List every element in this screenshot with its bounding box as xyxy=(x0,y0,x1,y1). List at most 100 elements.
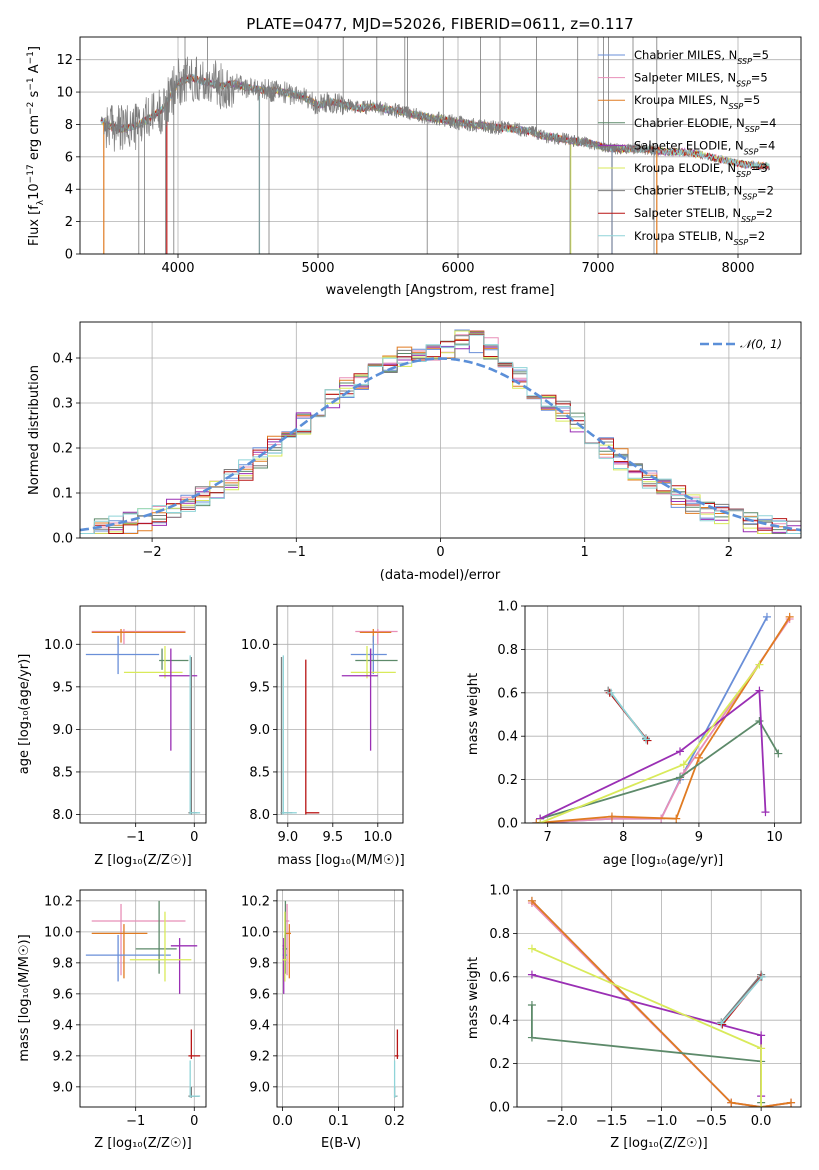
z-weight-x-tick-label: −0.5 xyxy=(696,1114,728,1129)
spectrum-y-tick-label: 6 xyxy=(65,150,73,165)
spectrum-x-tick-label: 8000 xyxy=(721,261,754,276)
z-age-grid: −1 0 8.0 8.5 9.0 9.5 10.0 xyxy=(44,606,206,845)
spectrum-y-tick-label: 0 xyxy=(65,248,73,263)
residuals-x-tick-label: 1 xyxy=(581,545,589,560)
age-weight-series-point xyxy=(755,686,764,695)
age-weight-x-tick-label: 8 xyxy=(619,830,627,845)
z-mass-grid: −1 0 9.0 9.2 9.4 9.6 9.8 10.0 10.2 xyxy=(44,890,206,1129)
ebv-mass-y-tick-label: 9.8 xyxy=(249,956,270,971)
z-mass-y-tick-label: 9.2 xyxy=(52,1049,73,1064)
spectrum-legend-entry: Salpeter STELIB, NSSP=2 xyxy=(634,206,773,224)
spectrum-x-axis-label: wavelength [Angstrom, rest frame] xyxy=(326,283,555,298)
age-weight-series-point xyxy=(536,819,545,823)
residuals-frame xyxy=(79,321,802,539)
z-weight-y-tick-label: 0.8 xyxy=(489,927,510,942)
age-weight-series-point xyxy=(755,660,764,669)
ebv-mass-markers xyxy=(282,900,399,1098)
z-mass-panel: −1 0 9.0 9.2 9.4 9.6 9.8 10.0 10.2 xyxy=(44,889,207,1129)
z-age-y-tick-label: 10.0 xyxy=(44,638,73,653)
z-age-y-tick-label: 9.5 xyxy=(52,680,73,695)
z-mass-x-axis-label: Z [log₁₀(Z/Z☉)] xyxy=(94,1136,191,1151)
z-age-x-axis-label: Z [log₁₀(Z/Z☉)] xyxy=(94,853,191,868)
ebv-mass-y-tick-label: 9.4 xyxy=(249,1018,270,1033)
age-weight-y-tick-label: 0.0 xyxy=(497,817,518,832)
spectrum-plot-area: 4000 5000 6000 7000 8000 0 2 4 6 8 10 12 Chabrier MI… xyxy=(56,36,802,276)
z-weight-series-point xyxy=(527,896,536,905)
z-weight-panel: −2.0 −1.5 −1.0 −0.5 0.0 0.0 0.2 0.4 0.6 0.8 1.0 xyxy=(489,884,802,1129)
spectrum-x-tick-label: 6000 xyxy=(441,261,474,276)
residuals-y-tick-label: 0.4 xyxy=(52,352,73,367)
mass-age-y-tick-label: 10.0 xyxy=(241,638,270,653)
spectrum-title: PLATE=0477, MJD=52026, FIBERID=0611, z=0… xyxy=(246,15,633,33)
z-weight-y-tick-label: 1.0 xyxy=(489,884,510,899)
z-age-frame xyxy=(79,605,207,824)
z-mass-plot-area: −1 0 9.0 9.2 9.4 9.6 9.8 10.0 10.2 xyxy=(44,889,207,1129)
residuals-x-tick-label: −1 xyxy=(287,545,306,560)
z-weight-frame xyxy=(516,889,802,1108)
age-weight-x-tick-label: 10 xyxy=(766,830,783,845)
z-weight-x-tick-label: −2.0 xyxy=(546,1114,578,1129)
spectrum-data-line xyxy=(103,56,659,157)
residuals-normal-curve xyxy=(80,357,801,532)
age-weight-y-axis-label: mass weight xyxy=(466,673,481,755)
age-weight-x-tick-label: 7 xyxy=(544,830,552,845)
ebv-mass-y-tick-label: 9.0 xyxy=(249,1080,270,1095)
age-weight-series-point xyxy=(694,753,703,762)
ebv-mass-y-tick-label: 10.0 xyxy=(241,925,270,940)
z-weight-series-point xyxy=(758,972,767,981)
z-weight-y-tick-label: 0.0 xyxy=(489,1101,510,1116)
spectrum-legend: Chabrier MILES, NSSP=5 Salpeter MILES, NS… xyxy=(598,48,776,246)
z-age-plot-area: −1 0 8.0 8.5 9.0 9.5 10.0 xyxy=(44,605,207,845)
age-weight-series-point xyxy=(762,612,771,621)
residuals-plot-area: −2 −1 0 1 2 0.0 0.1 0.2 0.3 0.4 𝒩(0, 1) xyxy=(52,321,802,560)
spectrum-legend-entry: Salpeter ELODIE, NSSP=4 xyxy=(634,138,775,156)
z-age-x-tick-label: −1 xyxy=(126,830,145,845)
ebv-mass-grid: 0.0 0.1 0.2 9.0 9.2 9.4 9.6 9.8 10.0 10.2 xyxy=(241,890,405,1129)
spectrum-legend-entry: Salpeter MILES, NSSP=5 xyxy=(634,71,768,89)
age-weight-grid: 7 8 9 10 0.0 0.2 0.4 0.6 0.8 1.0 xyxy=(497,600,801,845)
spectrum-y-tick-label: 4 xyxy=(65,183,73,198)
z-age-y-tick-label: 8.5 xyxy=(52,765,73,780)
z-mass-y-tick-label: 9.0 xyxy=(52,1080,73,1095)
residuals-x-tick-label: −2 xyxy=(143,545,162,560)
age-weight-series-point xyxy=(607,812,616,821)
mass-age-x-tick-label: 9.5 xyxy=(322,830,343,845)
z-weight-series-line xyxy=(720,974,762,1023)
z-weight-series-point xyxy=(787,1098,796,1107)
mass-age-x-tick-label: 9.0 xyxy=(277,830,298,845)
z-age-y-tick-label: 9.0 xyxy=(52,723,73,738)
z-age-x-tick-label: 0 xyxy=(190,830,198,845)
z-weight-series-point xyxy=(527,970,536,979)
z-weight-series-line xyxy=(720,976,763,1025)
z-mass-y-tick-label: 9.6 xyxy=(52,987,73,1002)
age-weight-series-point xyxy=(679,760,688,769)
z-age-markers xyxy=(85,628,201,815)
age-weight-panel: 7 8 9 10 0.0 0.2 0.4 0.6 0.8 1.0 xyxy=(497,600,802,845)
mass-age-y-tick-label: 8.5 xyxy=(249,765,270,780)
spectrum-legend-entry: Kroupa ELODIE, NSSP=3 xyxy=(634,161,768,179)
z-mass-y-tick-label: 9.8 xyxy=(52,956,73,971)
mass-age-panel: 9.0 9.5 10.0 8.0 8.5 9.0 9.5 10.0 xyxy=(241,605,404,845)
spectrum-y-tick-label: 2 xyxy=(65,215,73,230)
z-weight-series-point xyxy=(757,1103,766,1107)
residuals-legend-label: 𝒩(0, 1) xyxy=(740,337,782,351)
z-weight-y-tick-label: 0.4 xyxy=(489,1014,510,1029)
mass-age-frame xyxy=(276,605,404,824)
age-weight-series-point xyxy=(672,814,681,823)
z-weight-series-point xyxy=(727,1098,736,1107)
z-weight-series-point xyxy=(527,1033,536,1042)
age-weight-y-tick-label: 1.0 xyxy=(497,600,518,615)
z-weight-series-point xyxy=(757,1031,766,1040)
age-weight-series-point xyxy=(532,819,541,823)
z-weight-series-point xyxy=(527,944,536,953)
z-weight-x-tick-label: −1.0 xyxy=(646,1114,678,1129)
age-weight-series-point xyxy=(607,688,616,697)
spectrum-legend-entry: Chabrier STELIB, NSSP=2 xyxy=(634,184,774,202)
residuals-histogram xyxy=(80,334,801,534)
spectrum-legend-entry: Kroupa STELIB, NSSP=2 xyxy=(634,229,765,247)
z-weight-x-tick-label: 0.0 xyxy=(751,1114,772,1129)
spectrum-legend-entry: Kroupa MILES, NSSP=5 xyxy=(634,93,760,111)
z-weight-x-axis-label: Z [log₁₀(Z/Z☉)] xyxy=(610,1136,707,1151)
ebv-mass-frame xyxy=(276,889,404,1108)
